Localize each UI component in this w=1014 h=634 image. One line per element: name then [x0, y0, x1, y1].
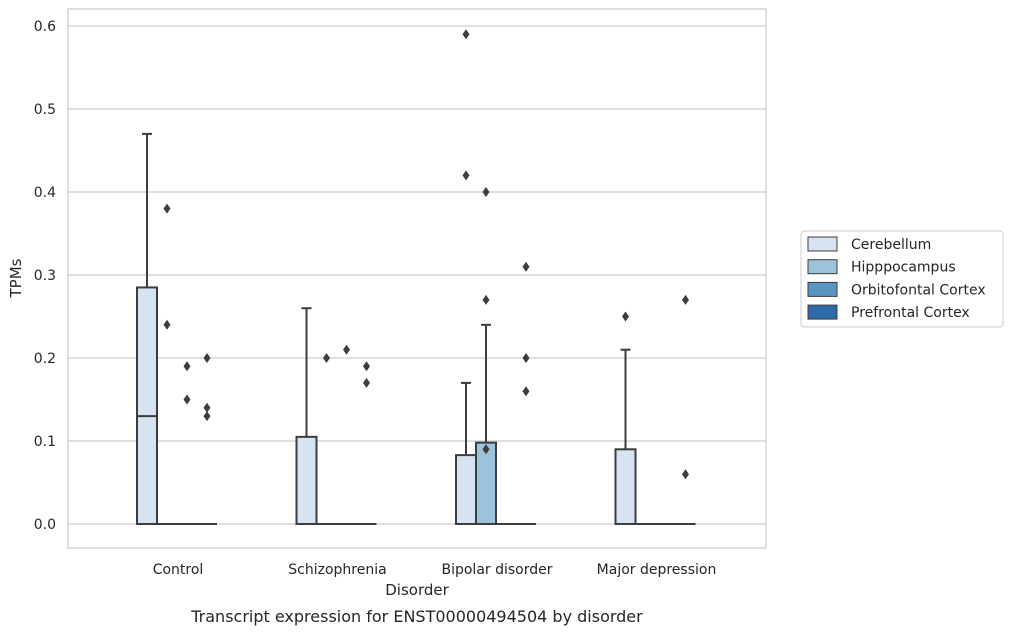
x-tick-label: Schizophrenia: [288, 562, 386, 578]
outlier-point: [622, 311, 629, 322]
outlier-point: [203, 402, 211, 413]
legend-frame: [800, 230, 1004, 328]
outlier-point: [183, 394, 191, 405]
box-group: [516, 261, 536, 525]
box-series: [136, 29, 696, 526]
outlier-point: [522, 353, 530, 363]
box-group: [336, 344, 357, 525]
outlier-point: [482, 444, 490, 455]
box-rect: [295, 435, 318, 526]
outlier-point: [522, 386, 530, 397]
y-tick-label: 0.4: [34, 185, 56, 201]
chart-caption: Transcript expression for ENST0000049450…: [190, 607, 643, 626]
y-tick-label: 0.5: [34, 102, 56, 118]
y-tick-labels: 0.0 0.1 0.2 0.3 0.4 0.5 0.6: [34, 19, 56, 533]
y-tick-label: 0.0: [34, 517, 56, 533]
box-rect: [614, 448, 637, 525]
outlier-point: [163, 319, 171, 330]
box-group: [614, 311, 637, 525]
legend-label: Hipppocampus: [851, 260, 956, 276]
legend-swatch: [807, 281, 838, 297]
outlier-point: [363, 377, 370, 388]
outlier-point: [183, 361, 191, 372]
plot-frame: [67, 8, 767, 549]
y-tick-label: 0.6: [34, 19, 56, 35]
box-group: [136, 132, 158, 526]
box-group: [475, 187, 497, 525]
outlier-point: [482, 187, 490, 197]
outlier-point: [482, 294, 490, 305]
outlier-point: [682, 469, 689, 480]
legend-swatch: [807, 236, 838, 252]
x-tick-labels: Control Schizophrenia Bipolar disorder Majo…: [153, 562, 717, 578]
outlier-point: [462, 170, 470, 181]
outlier-point: [462, 29, 470, 40]
box-rect: [136, 286, 158, 526]
outlier-point: [203, 411, 211, 422]
legend-swatch: [807, 259, 838, 275]
x-tick-label: Bipolar disorder: [441, 562, 552, 578]
outlier-point: [163, 203, 171, 214]
outlier-point: [203, 353, 211, 363]
box-group: [157, 203, 177, 525]
x-tick-label: Control: [153, 562, 204, 578]
y-gridlines: [68, 25, 766, 525]
y-tick-label: 0.3: [34, 268, 56, 284]
box-group: [675, 294, 696, 525]
plot-background: [68, 9, 766, 548]
outlier-point: [682, 294, 689, 305]
outlier-point: [363, 361, 370, 372]
legend-label: Orbitofontal Cortex: [851, 282, 986, 298]
box-group: [197, 353, 217, 525]
legend-label: Prefrontal Cortex: [851, 305, 970, 321]
box-group: [316, 353, 337, 525]
legend-label: Cerebellum: [851, 237, 931, 253]
box-group: [295, 307, 318, 526]
legend: Cerebellum Hipppocampus Orbitofontal Corte…: [800, 230, 1004, 328]
y-tick-label: 0.2: [34, 351, 56, 367]
box-group: [356, 361, 377, 525]
y-axis-label: TPMs: [7, 258, 25, 298]
outlier-point: [323, 353, 330, 363]
box-group: [177, 361, 197, 525]
x-tick-label: Major depression: [597, 562, 717, 578]
x-axis-label: Disorder: [385, 581, 449, 599]
outlier-point: [343, 344, 350, 355]
y-tick-label: 0.1: [34, 434, 56, 450]
box-rect: [475, 441, 497, 525]
box-rect: [455, 454, 477, 525]
legend-swatch: [807, 304, 838, 320]
outlier-point: [522, 261, 530, 272]
